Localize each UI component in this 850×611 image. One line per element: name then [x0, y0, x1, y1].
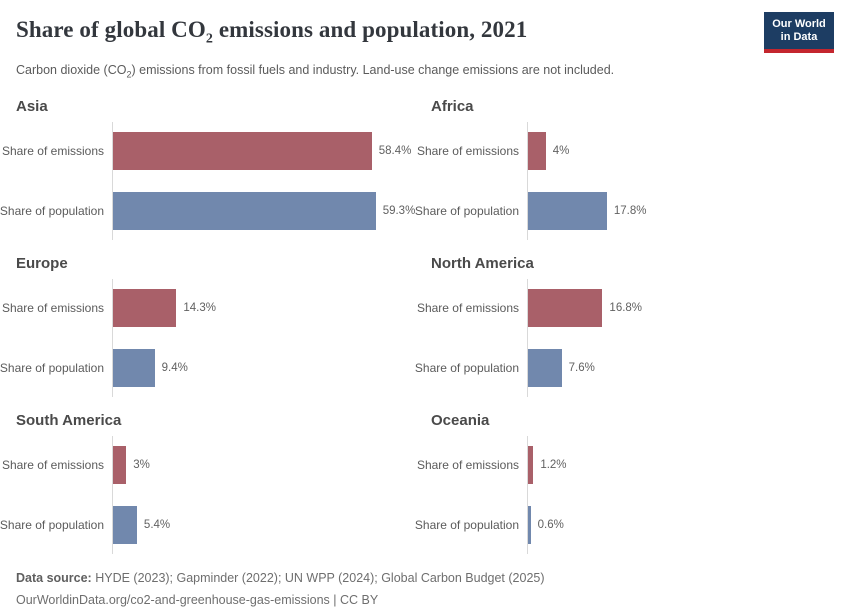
emissions-bar[interactable] [528, 289, 603, 328]
population-bar-row: 0.6% [528, 506, 834, 545]
emissions-bar-value: 58.4% [378, 145, 412, 158]
region-title: Asia [16, 98, 48, 116]
emissions-bar-row: 16.8% [528, 289, 834, 328]
emissions-bar-label: Share of emissions [416, 301, 519, 316]
population-bar[interactable] [113, 506, 137, 545]
bars-column-with-axis: 58.4% 59.3% [112, 122, 419, 241]
emissions-bar-value: 3% [133, 459, 150, 472]
chart-subtitle-text-suffix: ) emissions from fossil fuels and indust… [131, 62, 615, 77]
region-chart: Share of emissions Share of population 1… [0, 279, 419, 398]
emissions-bar-row: 4% [528, 132, 834, 171]
population-bar-value: 7.6% [568, 362, 595, 375]
owid-logo-line2: in Data [780, 31, 818, 43]
bars-column-with-axis: 4% 17.8% [527, 122, 834, 241]
attribution-line: OurWorldinData.org/co2-and-greenhouse-ga… [16, 593, 379, 608]
bars-column-with-axis: 14.3% 9.4% [112, 279, 419, 398]
owid-logo-line1: Our World [772, 18, 826, 30]
chart-subtitle: Carbon dioxide (CO2) emissions from foss… [16, 62, 834, 83]
population-bar-label: Share of population [0, 361, 104, 376]
emissions-bar-value: 1.2% [540, 459, 567, 472]
population-bar[interactable] [528, 192, 607, 231]
emissions-bar-value: 14.3% [183, 302, 216, 315]
emissions-bar-value: 4% [552, 145, 570, 158]
emissions-bar[interactable] [113, 132, 372, 171]
population-bar-label: Share of population [0, 518, 104, 533]
population-bar[interactable] [113, 192, 376, 231]
chart-footer: Data source: HYDE (2023); Gapminder (202… [16, 567, 834, 611]
region-title: Europe [16, 255, 68, 273]
chart-title: Share of global CO2 emissions and popula… [16, 16, 834, 54]
population-bar-value: 17.8% [613, 205, 647, 218]
chart-subtitle-text: Carbon dioxide (CO [16, 62, 127, 77]
region-chart: Share of emissions Share of population 5… [0, 122, 419, 241]
emissions-bar-row: 58.4% [113, 132, 419, 171]
population-bar-label: Share of population [414, 204, 519, 219]
region-title: South America [16, 412, 122, 430]
region-panel: Africa Share of emissions Share of popul… [414, 97, 834, 241]
population-bar[interactable] [528, 506, 531, 545]
region-panel: North America Share of emissions Share o… [414, 254, 834, 398]
emissions-bar-label: Share of emissions [1, 458, 104, 473]
bars-column-with-axis: 1.2% 0.6% [527, 436, 834, 555]
panels-grid: Asia Share of emissions Share of populat… [0, 97, 834, 555]
bar-labels-column: Share of emissions Share of population [0, 436, 112, 554]
bar-labels-column: Share of emissions Share of population [414, 436, 527, 554]
data-source-text: HYDE (2023); Gapminder (2022); UN WPP (2… [95, 571, 545, 586]
population-bar[interactable] [113, 349, 155, 388]
population-bar-label: Share of population [0, 204, 104, 219]
emissions-bar-value: 16.8% [609, 302, 643, 315]
chart-header: Share of global CO2 emissions and popula… [16, 12, 834, 83]
bars-column-with-axis: 3% 5.4% [112, 436, 419, 555]
emissions-bar[interactable] [113, 289, 177, 328]
region-panel: Europe Share of emissions Share of popul… [0, 254, 419, 398]
population-bar-row: 5.4% [113, 506, 419, 545]
population-bar-row: 59.3% [113, 192, 419, 231]
bar-labels-column: Share of emissions Share of population [414, 122, 527, 240]
bars-column-with-axis: 16.8% 7.6% [527, 279, 834, 398]
population-bar-value: 59.3% [382, 205, 416, 218]
bar-labels-column: Share of emissions Share of population [0, 122, 112, 240]
population-bar-label: Share of population [414, 518, 519, 533]
population-bar-value: 0.6% [537, 519, 564, 532]
bar-labels-column: Share of emissions Share of population [0, 279, 112, 397]
population-bar-row: 9.4% [113, 349, 419, 388]
population-bar-value: 5.4% [143, 519, 171, 532]
region-chart: Share of emissions Share of population 1… [414, 436, 834, 555]
population-bar-value: 9.4% [161, 362, 188, 375]
population-bar-label: Share of population [414, 361, 519, 376]
bar-labels-column: Share of emissions Share of population [414, 279, 527, 397]
region-title: Oceania [431, 412, 490, 430]
population-bar-row: 7.6% [528, 349, 834, 388]
population-bar-row: 17.8% [528, 192, 834, 231]
chart-title-text: Share of global CO [16, 17, 206, 42]
emissions-bar-row: 14.3% [113, 289, 419, 328]
data-source-label: Data source: [16, 571, 92, 586]
chart-subtitle-subscript: 2 [126, 69, 132, 80]
region-title: North America [431, 255, 534, 273]
chart-title-text-suffix: emissions and population, 2021 [212, 17, 528, 42]
region-chart: Share of emissions Share of population 3… [0, 436, 419, 555]
emissions-bar-row: 3% [113, 446, 419, 485]
emissions-bar-label: Share of emissions [416, 458, 519, 473]
owid-logo: Our World in Data [764, 12, 834, 53]
emissions-bar-label: Share of emissions [416, 144, 519, 159]
emissions-bar-row: 1.2% [528, 446, 834, 485]
region-panel: Asia Share of emissions Share of populat… [0, 97, 419, 241]
region-chart: Share of emissions Share of population 4… [414, 122, 834, 241]
data-source-line: Data source: HYDE (2023); Gapminder (202… [16, 567, 834, 589]
region-chart: Share of emissions Share of population 1… [414, 279, 834, 398]
emissions-bar[interactable] [528, 132, 546, 171]
emissions-bar[interactable] [528, 446, 534, 485]
emissions-bar-label: Share of emissions [1, 301, 104, 316]
region-title: Africa [431, 98, 474, 116]
region-panel: Oceania Share of emissions Share of popu… [414, 411, 834, 555]
chart-title-subscript: 2 [205, 31, 213, 47]
region-panel: South America Share of emissions Share o… [0, 411, 419, 555]
emissions-bar[interactable] [113, 446, 127, 485]
emissions-bar-label: Share of emissions [1, 144, 104, 159]
population-bar[interactable] [528, 349, 562, 388]
